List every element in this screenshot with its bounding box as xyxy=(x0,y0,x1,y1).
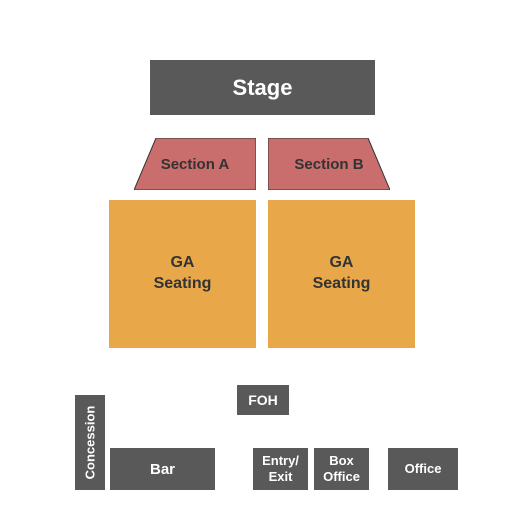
box-office-block: Box Office xyxy=(314,448,369,490)
section-b-block[interactable]: Section B xyxy=(268,138,390,190)
venue-seating-map: Stage Section A Section B GA Seating GA … xyxy=(0,0,525,525)
ga-seating-left[interactable]: GA Seating xyxy=(109,200,256,348)
stage-block[interactable]: Stage xyxy=(150,60,375,115)
office-label: Office xyxy=(405,461,442,477)
office-block: Office xyxy=(388,448,458,490)
entry-label: Entry/ Exit xyxy=(262,453,299,484)
boxoffice-label: Box Office xyxy=(323,453,360,484)
ga-right-label: GA Seating xyxy=(313,253,371,295)
foh-block: FOH xyxy=(237,385,289,415)
foh-label: FOH xyxy=(248,392,278,408)
section-a-label: Section A xyxy=(134,138,256,190)
stage-label: Stage xyxy=(233,75,293,101)
concession-block: Concession xyxy=(75,395,105,490)
ga-left-label: GA Seating xyxy=(154,253,212,295)
bar-block: Bar xyxy=(110,448,215,490)
concession-label: Concession xyxy=(83,406,98,480)
section-b-label: Section B xyxy=(268,138,390,190)
ga-seating-right[interactable]: GA Seating xyxy=(268,200,415,348)
section-a-block[interactable]: Section A xyxy=(134,138,256,190)
entry-exit-block: Entry/ Exit xyxy=(253,448,308,490)
bar-label: Bar xyxy=(150,461,175,478)
